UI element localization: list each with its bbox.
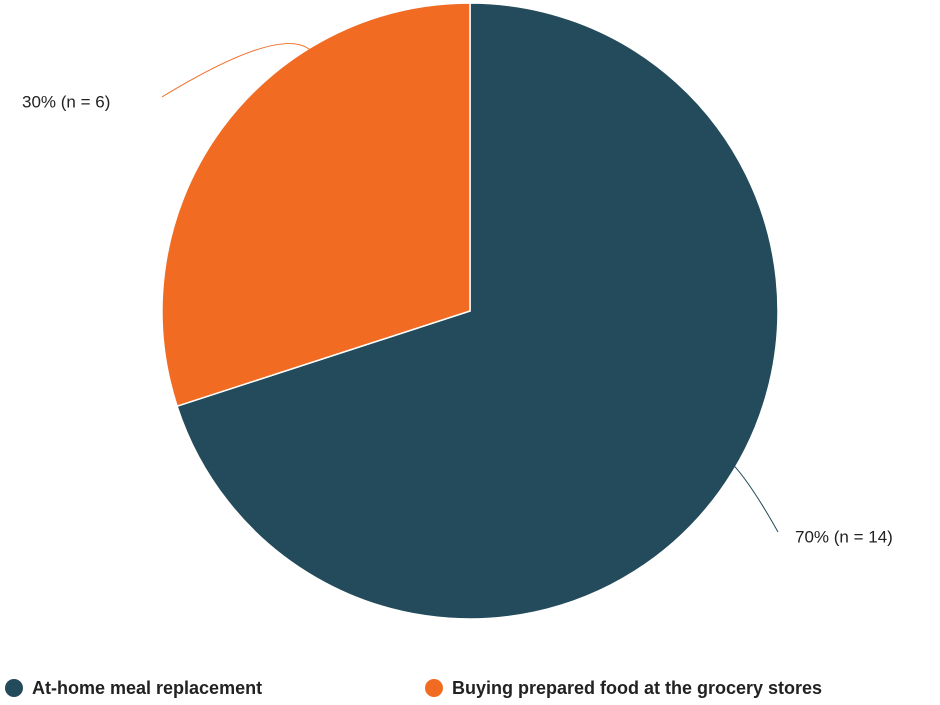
leader-line-at-home [733,465,779,533]
legend-marker-at-home [5,679,23,697]
pie-slice-grocery[interactable] [161,2,471,408]
legend-label-grocery: Buying prepared food at the grocery stor… [452,678,822,698]
legend-item-grocery[interactable]: Buying prepared food at the grocery stor… [425,678,822,698]
leader-line-grocery [161,43,311,98]
slice-label-grocery: 30% (n = 6) [22,92,110,111]
leader-lines [161,43,779,533]
legend-label-at-home: At-home meal replacement [32,678,262,698]
legend: At-home meal replacement Buying prepared… [5,678,822,698]
legend-marker-grocery [425,679,443,697]
pie-slices [161,2,779,620]
pie-slice-at-home[interactable] [176,2,779,620]
slice-labels: 70% (n = 14) 30% (n = 6) [22,92,893,546]
slice-label-at-home: 70% (n = 14) [795,527,893,546]
legend-item-at-home[interactable]: At-home meal replacement [5,678,262,698]
